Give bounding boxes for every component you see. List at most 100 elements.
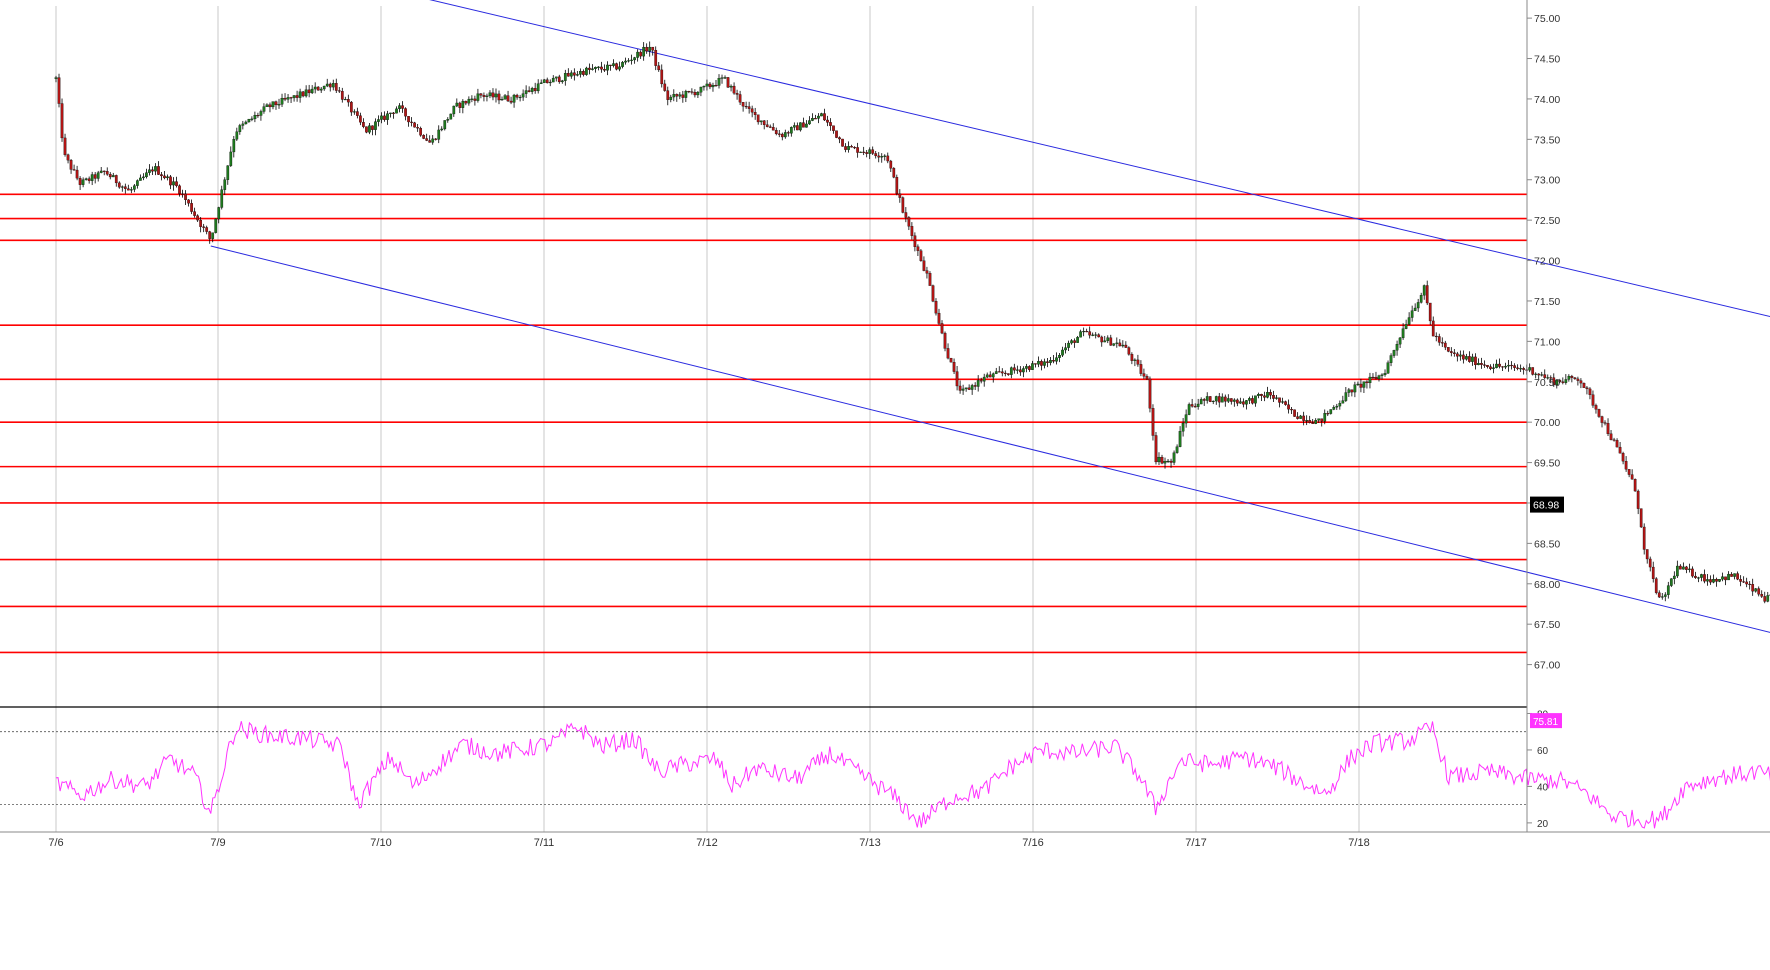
candle-body (648, 47, 650, 51)
candle-body (850, 146, 852, 147)
candle-body (1504, 366, 1506, 367)
candle-body (1272, 395, 1274, 398)
candle-body (754, 112, 756, 115)
candle-body (1501, 367, 1503, 368)
candle-body (522, 94, 524, 97)
candle-body (1453, 353, 1455, 354)
candle-body (1513, 366, 1515, 368)
candle-body (1673, 576, 1675, 579)
candle-body (486, 96, 488, 97)
candle-body (1345, 393, 1347, 401)
y-tick-label: 73.50 (1534, 134, 1560, 146)
candle-body (1489, 367, 1491, 369)
candle-body (407, 116, 409, 122)
candle-body (1146, 376, 1148, 379)
candle-body (287, 97, 289, 99)
candle-body (178, 186, 180, 194)
y-tick-label: 69.50 (1534, 458, 1560, 470)
candle-body (673, 94, 675, 97)
candle-body (1676, 566, 1678, 576)
candle-body (103, 171, 105, 172)
candle-body (938, 313, 940, 323)
candle-body (1266, 392, 1268, 397)
candle-body (1055, 358, 1057, 362)
candle-body (350, 102, 352, 112)
candle-body (995, 371, 997, 373)
candle-body (413, 123, 415, 127)
candle-body (1101, 337, 1103, 342)
vertical-grid (56, 6, 1359, 832)
candle-body (802, 123, 804, 128)
candle-body (974, 385, 976, 386)
candle-body (1088, 332, 1090, 336)
candle-body (775, 130, 777, 134)
candle-body (1107, 338, 1109, 341)
candle-body (1152, 408, 1154, 435)
candle-body (962, 389, 964, 391)
candle-body (1167, 461, 1169, 462)
candle-body (272, 102, 274, 107)
candle-body (561, 81, 563, 82)
candle-body (1625, 461, 1627, 469)
candle-body (1149, 379, 1151, 408)
candle-body (549, 82, 551, 83)
candle-body (1688, 569, 1690, 570)
candle-body (1580, 381, 1582, 383)
candle-body (971, 385, 973, 389)
candle-body (82, 180, 84, 185)
candle-body (1064, 348, 1066, 350)
candle-body (1230, 398, 1232, 401)
last-price-label: 68.98 (1533, 500, 1559, 512)
candle-body (1399, 338, 1401, 344)
candle-body (733, 86, 735, 93)
candle-body (1158, 457, 1160, 462)
candle-body (254, 115, 256, 119)
candle-body (332, 83, 334, 87)
candle-body (115, 175, 117, 183)
candle-body (1001, 372, 1003, 373)
rsi-y-tick-label: 40 (1537, 782, 1549, 793)
candle-body (573, 73, 575, 76)
candle-body (1245, 400, 1247, 404)
candle-body (1414, 308, 1416, 311)
y-tick-label: 70.50 (1534, 377, 1560, 389)
candle-body (1441, 342, 1443, 343)
candle-body (1682, 567, 1684, 569)
candle-body (992, 374, 994, 377)
candle-body (1302, 416, 1304, 421)
candle-body (1339, 403, 1341, 406)
candle-body (841, 139, 843, 146)
candle-body (1203, 399, 1205, 400)
candle-body (1435, 336, 1437, 337)
candle-body (127, 189, 129, 191)
candle-body (257, 115, 259, 116)
candle-body (1601, 417, 1603, 423)
candle-body (359, 116, 361, 123)
candle-body (1715, 579, 1717, 581)
candle-body (555, 77, 557, 78)
candle-body (377, 119, 379, 121)
candle-body (389, 113, 391, 114)
candle-body (404, 109, 406, 117)
candle-body (986, 375, 988, 377)
candle-body (1028, 366, 1030, 369)
candle-body (1287, 405, 1289, 410)
candle-body (1113, 344, 1115, 346)
candle-body (983, 377, 985, 381)
candle-body (890, 161, 892, 168)
candle-body (956, 372, 958, 386)
candle-body (1227, 398, 1229, 401)
y-tick-label: 68.50 (1534, 538, 1560, 550)
candle-body (968, 388, 970, 390)
candle-body (667, 91, 669, 100)
candle-body (784, 132, 786, 137)
candle-body (1492, 368, 1494, 369)
candle-body (1242, 402, 1244, 405)
candle-body (1456, 354, 1458, 356)
candle-body (739, 94, 741, 102)
rsi-panel (0, 714, 1770, 829)
candle-body (163, 176, 165, 178)
candle-body (1646, 549, 1648, 559)
candle-body (603, 69, 605, 70)
